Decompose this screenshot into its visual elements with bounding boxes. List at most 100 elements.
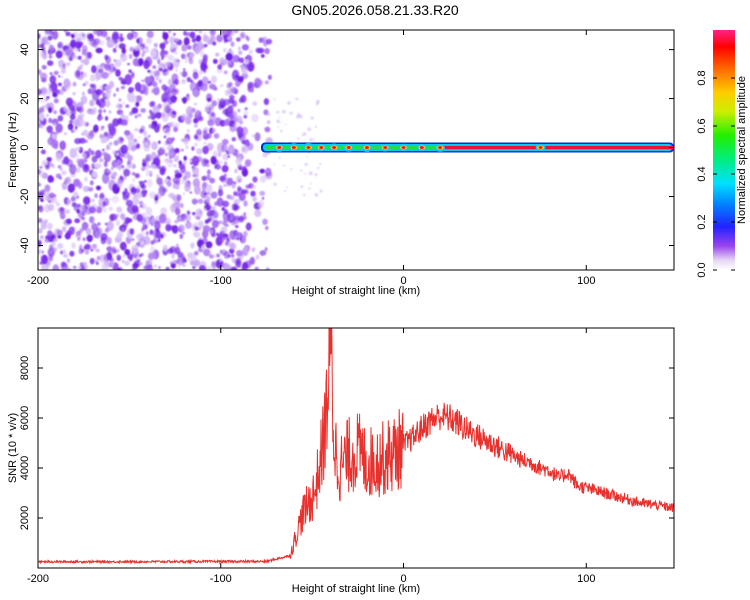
noise-blob — [273, 98, 276, 101]
noise-blob — [46, 157, 52, 162]
noise-blob — [146, 37, 152, 45]
noise-blob — [64, 176, 72, 185]
noise-blob — [229, 243, 237, 250]
noise-blob — [231, 253, 235, 258]
noise-blob — [300, 185, 304, 189]
noise-blob — [158, 265, 161, 270]
noise-blob — [279, 121, 281, 123]
noise-blob — [104, 63, 111, 70]
noise-blob — [221, 165, 229, 173]
noise-blob — [252, 101, 258, 106]
noise-blob — [312, 138, 315, 141]
noise-blob — [219, 119, 226, 127]
noise-blob — [264, 80, 269, 85]
noise-blob — [71, 242, 76, 249]
noise-blob — [63, 30, 67, 33]
noise-blob — [40, 72, 48, 81]
noise-blob — [101, 125, 105, 129]
noise-blob — [155, 76, 160, 81]
noise-blob — [237, 46, 241, 51]
noise-blob — [48, 176, 55, 183]
y-tick-label: 8000 — [19, 356, 31, 380]
noise-blob — [82, 237, 86, 241]
noise-blob — [182, 160, 187, 166]
noise-blob — [221, 207, 225, 211]
noise-blob — [233, 123, 237, 128]
noise-blob — [220, 84, 224, 87]
noise-blob — [181, 114, 187, 121]
noise-blob — [48, 192, 56, 199]
noise-blob — [296, 115, 300, 119]
noise-blob — [187, 252, 193, 258]
noise-blob — [141, 79, 144, 83]
noise-blob — [63, 78, 71, 88]
band-hotspot — [383, 146, 388, 149]
noise-blob — [225, 52, 233, 61]
noise-blob — [77, 66, 82, 71]
band-hotspot — [419, 146, 424, 149]
noise-blob — [99, 39, 105, 46]
noise-blob — [210, 115, 216, 121]
noise-blob — [223, 70, 228, 75]
noise-blob — [224, 223, 229, 227]
y-tick-label: 6000 — [19, 406, 31, 430]
noise-blob — [264, 48, 270, 55]
noise-blob — [227, 155, 231, 159]
noise-blob — [40, 149, 47, 155]
noise-blob — [160, 207, 168, 215]
noise-blob — [243, 230, 248, 238]
noise-blob — [95, 47, 103, 54]
x-tick-label: 0 — [400, 275, 406, 287]
noise-blob — [171, 225, 179, 234]
noise-blob — [122, 80, 127, 85]
noise-blob — [109, 260, 115, 268]
noise-blob — [169, 160, 173, 163]
noise-blob — [220, 175, 227, 181]
noise-blob — [132, 262, 139, 269]
noise-blob — [182, 232, 186, 235]
noise-blob — [117, 230, 124, 239]
noise-blob — [193, 89, 199, 97]
noise-blob — [100, 137, 107, 144]
noise-blob — [158, 180, 164, 188]
noise-blob — [57, 165, 62, 169]
noise-blob — [98, 98, 106, 109]
noise-blob — [140, 108, 146, 113]
noise-blob — [243, 245, 249, 253]
noise-blob — [170, 92, 174, 97]
noise-blob — [108, 206, 113, 211]
noise-blob — [110, 213, 118, 221]
x-tick-label: -200 — [27, 573, 49, 585]
noise-blob — [38, 112, 45, 121]
noise-blob — [141, 52, 145, 58]
noise-blob — [162, 244, 168, 252]
band-hotspot — [538, 146, 543, 149]
noise-blob — [174, 246, 181, 255]
noise-blob — [232, 137, 237, 142]
x-tick-label: 100 — [577, 573, 595, 585]
noise-blob — [60, 261, 67, 267]
noise-blob — [63, 132, 67, 136]
noise-blob — [263, 98, 269, 106]
noise-blob — [211, 261, 217, 269]
plot-frame — [37, 327, 675, 569]
noise-blob — [186, 115, 191, 121]
noise-blob — [60, 68, 66, 74]
noise-blob — [59, 212, 66, 220]
noise-blob — [91, 198, 95, 203]
band-hotspot — [319, 146, 324, 149]
noise-blob — [206, 211, 212, 217]
noise-blob — [182, 79, 185, 83]
noise-blob — [82, 35, 87, 41]
noise-blob — [80, 216, 86, 221]
noise-blob — [72, 92, 76, 96]
noise-blob — [289, 111, 293, 115]
noise-blob — [48, 117, 53, 124]
noise-blob — [235, 237, 240, 241]
noise-blob — [124, 74, 132, 86]
noise-blob — [82, 129, 89, 137]
noise-blob — [38, 239, 42, 246]
noise-blob — [194, 46, 201, 55]
noise-blob — [112, 118, 120, 127]
